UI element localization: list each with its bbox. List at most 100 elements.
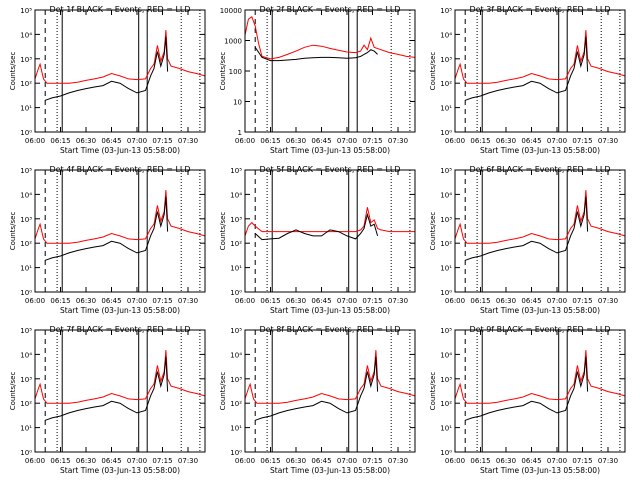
y-tick-label: 10² (230, 240, 242, 248)
y-tick-label: 10000 (220, 7, 242, 15)
x-tick-label: 06:30 (286, 297, 306, 305)
marker-lines (44, 170, 201, 292)
panel-title: Det 1f BLACK = Events, RED = LLD (49, 5, 190, 14)
lld-series-line (455, 30, 625, 84)
y-tick-label: 10³ (20, 376, 32, 384)
x-tick-label: 06:45 (311, 457, 331, 465)
x-tick-label: 06:30 (76, 297, 96, 305)
x-tick-label: 06:30 (76, 137, 96, 145)
y-tick-label: 10³ (230, 216, 242, 224)
events-series-line (45, 356, 169, 421)
y-tick-label: 10⁰ (20, 129, 32, 137)
y-tick-label: 10³ (20, 56, 32, 64)
y-tick-label: 10³ (440, 56, 452, 64)
y-tick-label: 10⁴ (230, 191, 242, 199)
plot-frame (244, 169, 416, 293)
y-tick-label: 10¹ (20, 265, 32, 273)
y-tick-label: 10⁵ (20, 327, 32, 335)
lld-series-line (35, 190, 205, 244)
detector-panel-2: 1 10 100 1000 10000 06:00 06:15 06:30 06:45 07:00… (219, 5, 416, 155)
lld-series-line (35, 30, 205, 84)
x-tick-label: 07:15 (362, 297, 382, 305)
x-tick-label: 06:45 (521, 297, 541, 305)
x-tick-label: 06:45 (311, 137, 331, 145)
y-axis-label: Counts/sec (219, 372, 227, 411)
x-tick-label: 07:15 (152, 137, 172, 145)
y-tick-label: 10⁰ (440, 289, 452, 297)
x-tick-label: 06:30 (76, 457, 96, 465)
x-axis-label: Start Time (03-Jun-13 05:58:00) (270, 306, 390, 315)
x-tick-label: 06:15 (50, 457, 70, 465)
x-tick-label: 06:45 (311, 297, 331, 305)
y-tick-label: 10⁴ (20, 191, 32, 199)
panel-title: Det 5f BLACK = Events, RED = LLD (259, 165, 400, 174)
plot-frame (454, 9, 626, 133)
marker-lines (44, 330, 201, 452)
x-tick-label: 07:30 (598, 137, 618, 145)
x-tick-label: 06:15 (260, 297, 280, 305)
panel-title: Det 8f BLACK = Events, RED = LLD (259, 325, 400, 334)
y-axis-label: Counts/sec (219, 52, 227, 91)
plot-frame (454, 169, 626, 293)
lld-series-line (35, 350, 205, 404)
y-tick-label: 10⁰ (20, 289, 32, 297)
x-tick-label: 07:15 (362, 457, 382, 465)
lld-series-line (245, 350, 415, 404)
panel-title: Det 7f BLACK = Events, RED = LLD (49, 325, 190, 334)
x-tick-label: 07:30 (178, 137, 198, 145)
panel-title: Det 6f BLACK = Events, RED = LLD (469, 165, 610, 174)
y-tick-label: 10⁵ (230, 167, 242, 175)
x-tick-label: 06:00 (235, 297, 255, 305)
events-series-line (465, 196, 589, 261)
x-tick-label: 06:00 (25, 457, 45, 465)
x-tick-label: 07:00 (337, 297, 357, 305)
x-tick-label: 06:00 (235, 457, 255, 465)
y-axis-label: Counts/sec (9, 212, 17, 251)
x-tick-label: 07:00 (127, 297, 147, 305)
detector-panel-8: 10⁰ 10¹ 10² 10³ 10⁴ 10⁵ 06:00 06:15 06:30 06:45 07… (219, 325, 416, 475)
y-tick-label: 10⁴ (230, 351, 242, 359)
y-axis-label: Counts/sec (219, 212, 227, 251)
y-tick-label: 10¹ (230, 425, 242, 433)
plot-frame (34, 169, 206, 293)
lld-series-line (245, 16, 415, 60)
x-tick-label: 06:00 (235, 137, 255, 145)
y-tick-label: 10⁰ (230, 449, 242, 457)
events-series-line (465, 36, 589, 101)
y-axis-label: Counts/sec (429, 52, 437, 91)
x-tick-label: 07:15 (152, 457, 172, 465)
lld-series-line (245, 207, 415, 237)
x-tick-label: 07:15 (572, 457, 592, 465)
detector-panel-4: 10⁰ 10¹ 10² 10³ 10⁴ 10⁵ 06:00 06:15 06:30 06:45 07… (9, 165, 206, 315)
y-tick-label: 10⁵ (440, 167, 452, 175)
y-tick-label: 10⁰ (440, 449, 452, 457)
x-tick-label: 07:00 (547, 297, 567, 305)
plot-frame (244, 9, 416, 133)
x-tick-label: 07:30 (388, 137, 408, 145)
y-tick-label: 10⁰ (20, 449, 32, 457)
y-tick-label: 10 (233, 99, 242, 107)
y-tick-label: 10⁵ (20, 7, 32, 15)
x-tick-label: 07:15 (572, 137, 592, 145)
y-tick-label: 10¹ (440, 265, 452, 273)
x-tick-label: 07:00 (337, 457, 357, 465)
y-tick-label: 10³ (440, 216, 452, 224)
y-axis-label: Counts/sec (9, 372, 17, 411)
y-tick-label: 100 (229, 68, 242, 76)
x-tick-label: 07:30 (598, 457, 618, 465)
x-axis-label: Start Time (03-Jun-13 05:58:00) (480, 466, 600, 475)
x-tick-label: 06:00 (25, 137, 45, 145)
y-tick-label: 10⁵ (230, 327, 242, 335)
plot-frame (34, 329, 206, 453)
y-tick-label: 10⁴ (440, 351, 452, 359)
detector-panel-5: 10⁰ 10¹ 10² 10³ 10⁴ 10⁵ 06:00 06:15 06:30 06:45 07… (219, 165, 416, 315)
x-tick-label: 06:15 (470, 457, 490, 465)
x-tick-label: 06:15 (260, 457, 280, 465)
marker-lines (464, 330, 621, 452)
x-tick-label: 07:30 (388, 297, 408, 305)
y-tick-label: 10¹ (20, 425, 32, 433)
y-tick-label: 10² (20, 400, 32, 408)
x-tick-label: 07:00 (127, 457, 147, 465)
x-axis-label: Start Time (03-Jun-13 05:58:00) (270, 146, 390, 155)
